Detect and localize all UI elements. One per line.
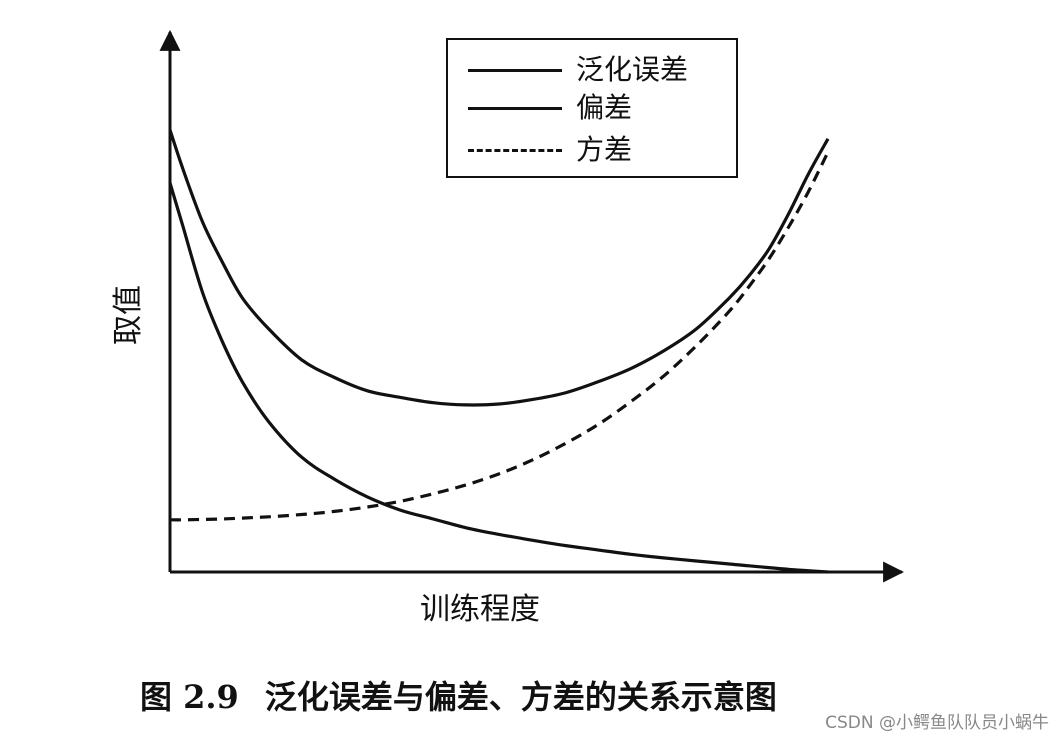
legend-swatch-dashed: [468, 148, 562, 152]
series-line-variance: [169, 151, 830, 522]
series-line-bias: [168, 182, 829, 574]
figure-caption: 图 2.9 泛化误差与偏差、方差的关系示意图: [140, 672, 900, 718]
series-line-generalization-error: [168, 129, 830, 407]
y-axis-label: 取值: [95, 255, 155, 375]
y-axis-label-text: 取值: [111, 285, 146, 345]
legend-item-bias: 偏差: [468, 90, 632, 126]
legend-item-variance: 方差: [468, 132, 632, 168]
x-axis-label: 训练程度: [420, 592, 540, 627]
legend-label: 偏差: [576, 91, 633, 124]
legend: 泛化误差 偏差 方差: [446, 38, 738, 178]
legend-item-generalization-error: 泛化误差: [468, 52, 688, 88]
figure-number: 图 2.9: [140, 678, 239, 716]
figure-caption-text: 泛化误差与偏差、方差的关系示意图: [264, 678, 777, 716]
legend-label: 泛化误差: [576, 53, 689, 86]
series-layer: [168, 129, 830, 574]
watermark: CSDN @小鳄鱼队队员小蜗牛: [825, 713, 1049, 733]
legend-swatch-solid: [468, 68, 562, 72]
legend-swatch-solid: [468, 106, 562, 110]
legend-label: 方差: [576, 133, 633, 166]
